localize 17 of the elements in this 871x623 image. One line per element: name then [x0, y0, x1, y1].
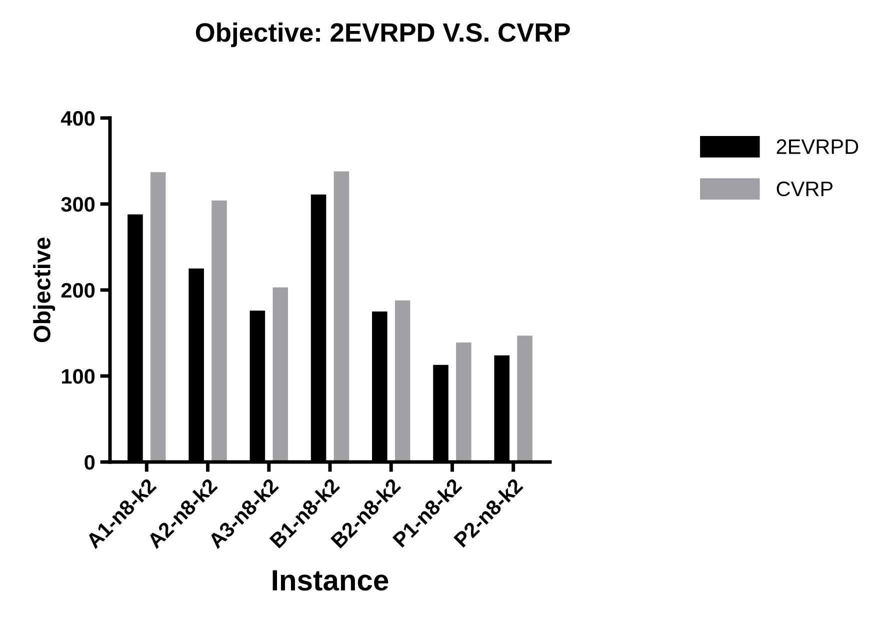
bar: [272, 287, 288, 462]
bar: [517, 336, 532, 462]
x-axis-title: Instance: [272, 570, 388, 591]
legend-label: 2EVRPD: [776, 139, 858, 154]
bar: [334, 171, 350, 462]
bar: [456, 342, 472, 462]
y-tick-label: 0: [84, 455, 95, 470]
bar: [212, 200, 227, 462]
y-tick-label: 300: [61, 197, 95, 212]
y-tick-label: 400: [60, 111, 95, 126]
y-tick-label: 100: [62, 369, 95, 384]
bar: [150, 172, 166, 462]
bar: [394, 300, 410, 462]
y-tick-label: 200: [61, 283, 95, 298]
y-axis-title: Objective: [33, 238, 56, 342]
legend-label: CVRP: [776, 182, 833, 196]
chart-title: Objective: 2EVRPD V.S. CVRP: [196, 22, 570, 48]
